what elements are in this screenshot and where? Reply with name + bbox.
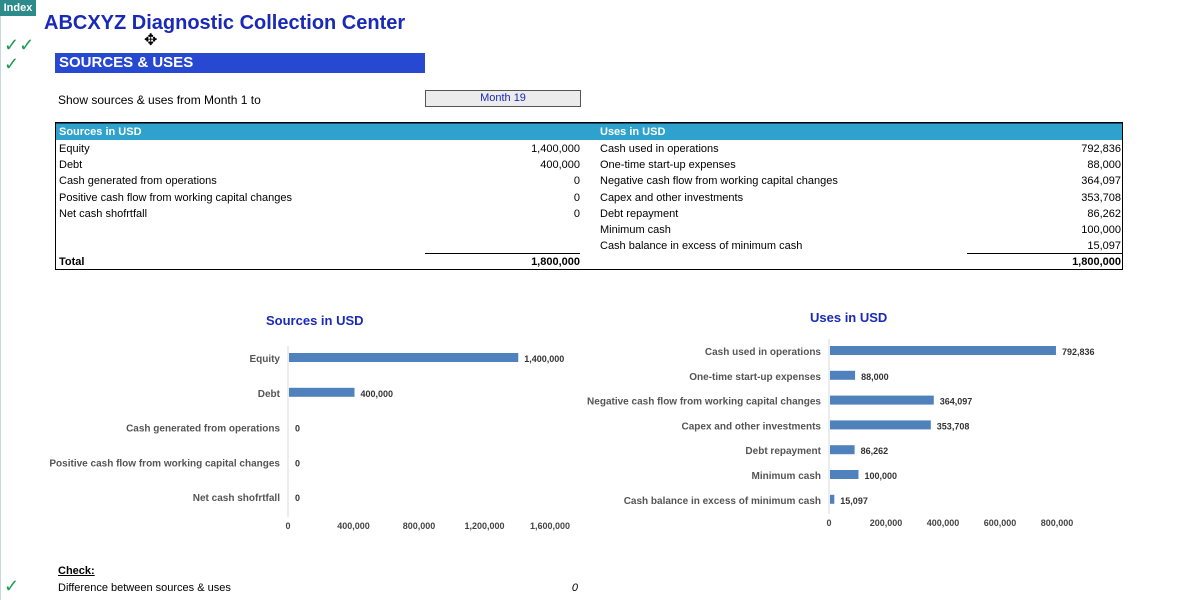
tick-label: 0 <box>826 518 831 528</box>
data-label: 0 <box>295 493 300 503</box>
data-label: 400,000 <box>361 389 394 399</box>
source-row-value: 0 <box>573 207 580 220</box>
category-label: Cash used in operations <box>705 347 822 358</box>
source-row-label: Debt <box>59 159 83 172</box>
sources-header: Sources in USD <box>59 126 142 138</box>
tick-label: 800,000 <box>403 521 436 531</box>
data-label: 88,000 <box>861 372 889 382</box>
source-row-value: 0 <box>573 175 580 188</box>
check-label: Difference between sources & uses <box>58 582 231 594</box>
use-row-label: Cash balance in excess of minimum cash <box>600 240 803 253</box>
data-bar <box>830 370 856 380</box>
sources-total-rule <box>425 253 580 254</box>
data-label: 0 <box>295 424 300 434</box>
data-label: 792,836 <box>1062 347 1095 357</box>
sources-total: 1,800,000 <box>531 256 580 268</box>
data-bar <box>830 445 855 455</box>
data-bar <box>830 470 859 479</box>
category-label: Minimum cash <box>752 471 821 482</box>
check-title: Check: <box>58 565 95 577</box>
category-label: Net cash shofrtfall <box>193 493 280 504</box>
check-icon: ✓ <box>4 576 20 596</box>
data-label: 100,000 <box>865 471 898 481</box>
source-row-label: Cash generated from operations <box>59 175 217 188</box>
data-label: 15,097 <box>840 496 868 506</box>
tick-label: 600,000 <box>984 518 1017 528</box>
sources-uses-table: Sources in USD Uses in USD Equity 1,400,0… <box>55 122 1123 270</box>
category-label: Negative cash flow from working capital … <box>587 397 821 408</box>
uses-chart-title: Uses in USD <box>810 310 888 325</box>
use-row-label: One-time start-up expenses <box>600 159 736 172</box>
use-row-value: 792,836 <box>1081 143 1121 155</box>
tick-label: 200,000 <box>870 518 903 528</box>
period-selector[interactable]: Month 19 <box>425 90 581 107</box>
tick-label: 0 <box>285 521 290 531</box>
use-row-value: 353,708 <box>1081 191 1121 204</box>
category-label: Capex and other investments <box>682 421 822 432</box>
index-sheet-tab[interactable]: Index <box>0 0 36 16</box>
data-label: 0 <box>295 458 300 468</box>
check-value: 0 <box>571 582 578 594</box>
data-bar <box>289 353 519 362</box>
data-bar <box>830 395 934 405</box>
use-row-label: Cash used in operations <box>600 143 719 155</box>
data-bar <box>830 494 835 504</box>
uses-bar-chart: Cash used in operations 792,836 One-time s… <box>587 339 1095 528</box>
page-title: ABCXYZ Diagnostic Collection Center <box>44 12 406 34</box>
uses-total-rule <box>967 253 1122 254</box>
section-header: SOURCES & USES <box>55 53 425 73</box>
tick-label: 400,000 <box>927 518 960 528</box>
use-row-value: 86,262 <box>1087 207 1121 220</box>
data-bar <box>289 387 355 397</box>
category-label: Cash balance in excess of minimum cash <box>624 496 821 507</box>
left-edge-line <box>0 16 1 600</box>
source-row-label: Net cash shofrtfall <box>59 207 148 220</box>
use-row-label: Debt repayment <box>600 207 679 220</box>
move-cursor-icon: ✥ <box>144 32 158 49</box>
use-row-label: Minimum cash <box>600 224 671 236</box>
uses-total: 1,800,000 <box>1072 256 1121 268</box>
use-row-value: 88,000 <box>1087 159 1121 172</box>
data-label: 86,262 <box>861 446 889 456</box>
source-row-value: 400,000 <box>540 159 580 172</box>
category-label: Debt <box>258 389 281 400</box>
category-label: Equity <box>249 354 280 365</box>
data-bar <box>830 420 931 430</box>
tick-label: 1,200,000 <box>464 521 504 531</box>
source-row-value: 0 <box>573 191 580 204</box>
check-icon: ✓ <box>4 54 20 74</box>
tick-label: 800,000 <box>1041 518 1074 528</box>
data-label: 1,400,000 <box>524 354 564 364</box>
sources-bar-chart: Equity 1,400,000 Debt 400,000 Cash generated… <box>49 346 570 531</box>
source-row-value: 1,400,000 <box>531 143 580 155</box>
period-label: Show sources & uses from Month 1 to <box>58 93 261 107</box>
total-label: Total <box>59 256 85 268</box>
source-row-label: Positive cash flow from working capital … <box>59 191 292 204</box>
uses-header: Uses in USD <box>600 126 666 138</box>
use-row-label: Capex and other investments <box>600 191 744 204</box>
sources-chart-title: Sources in USD <box>266 313 364 328</box>
double-check-icon: ✓✓ <box>4 35 35 55</box>
data-bar <box>830 346 1056 355</box>
source-row-label: Equity <box>59 143 90 155</box>
data-label: 353,708 <box>937 421 970 431</box>
category-label: Positive cash flow from working capital … <box>49 458 280 469</box>
category-label: Cash generated from operations <box>126 424 280 435</box>
table-header-row: Sources in USD Uses in USD <box>56 123 1122 140</box>
use-row-value: 15,097 <box>1087 240 1121 253</box>
tick-label: 1,600,000 <box>530 521 570 531</box>
category-label: One-time start-up expenses <box>689 372 821 383</box>
tick-label: 400,000 <box>337 521 370 531</box>
category-label: Debt repayment <box>745 446 821 457</box>
data-label: 364,097 <box>940 397 973 407</box>
use-row-label: Negative cash flow from working capital … <box>600 175 838 188</box>
use-row-value: 100,000 <box>1081 224 1121 236</box>
use-row-value: 364,097 <box>1081 175 1121 188</box>
